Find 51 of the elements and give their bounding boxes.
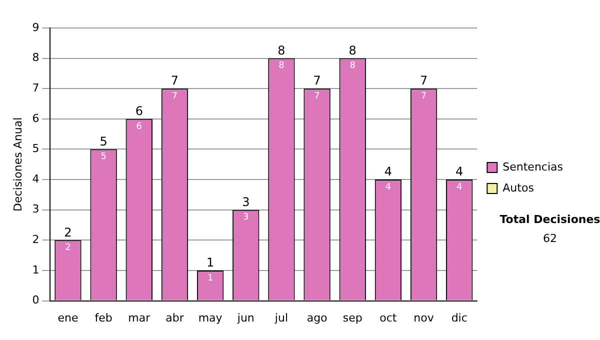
total-label: 8 — [348, 43, 356, 58]
data-label: 7 — [172, 91, 178, 102]
total-label: 7 — [313, 74, 321, 88]
total-label: 1 — [206, 256, 214, 270]
total-label: 4 — [384, 164, 392, 179]
data-label: 6 — [136, 122, 142, 132]
data-label: 8 — [278, 61, 285, 72]
legend-label: Sentencias — [502, 160, 564, 174]
y-tick-label: 4 — [32, 172, 40, 186]
x-tick-label: may — [198, 311, 223, 324]
x-tick-label: dic — [451, 311, 468, 324]
y-tick-label: 0 — [32, 294, 40, 307]
data-label: 2 — [65, 243, 71, 254]
y-tick-label: 1 — [32, 263, 40, 276]
x-tick-label: feb — [94, 311, 112, 324]
x-tick-label: jun — [236, 311, 254, 324]
total-label: 8 — [278, 43, 286, 58]
y-tick-label: 6 — [32, 112, 40, 125]
x-tick-label: mar — [128, 311, 151, 324]
total-label: 7 — [170, 74, 179, 88]
data-label: 3 — [243, 212, 249, 223]
x-tick-label: ago — [306, 311, 328, 324]
data-label: 7 — [420, 91, 427, 102]
y-tick-label: 9 — [32, 20, 40, 34]
x-tick-label: abr — [166, 311, 184, 324]
x-tick-label: sep — [342, 311, 362, 324]
y-tick-label: 7 — [32, 81, 40, 94]
y-axis-title: Decisiones Anual — [11, 117, 24, 212]
text: Total Decisiones — [498, 213, 600, 226]
x-tick-label: ene — [58, 311, 78, 324]
total-label: 5 — [100, 134, 108, 148]
data-label: 4 — [456, 182, 462, 192]
data-label: 8 — [350, 61, 356, 72]
y-tick-label: 2 — [32, 233, 40, 246]
legend-label: Autos — [502, 181, 534, 194]
y-tick-label: 5 — [32, 142, 40, 156]
x-tick-label: oct — [380, 311, 398, 324]
total-label: 4 — [456, 164, 464, 179]
total-label: 7 — [420, 74, 428, 88]
x-tick-label: nov — [414, 311, 434, 324]
data-label: 5 — [100, 152, 106, 162]
y-tick-label: 3 — [32, 202, 40, 216]
x-tick-label: jul — [274, 311, 288, 324]
text: 62 — [542, 232, 558, 245]
total-label: 6 — [135, 104, 143, 118]
y-tick-label: 8 — [32, 51, 40, 64]
data-label: 7 — [314, 91, 320, 102]
data-label: 1 — [207, 273, 214, 284]
total-label: 3 — [242, 194, 250, 209]
total-label: 2 — [64, 225, 72, 240]
data-label: 4 — [385, 182, 392, 192]
